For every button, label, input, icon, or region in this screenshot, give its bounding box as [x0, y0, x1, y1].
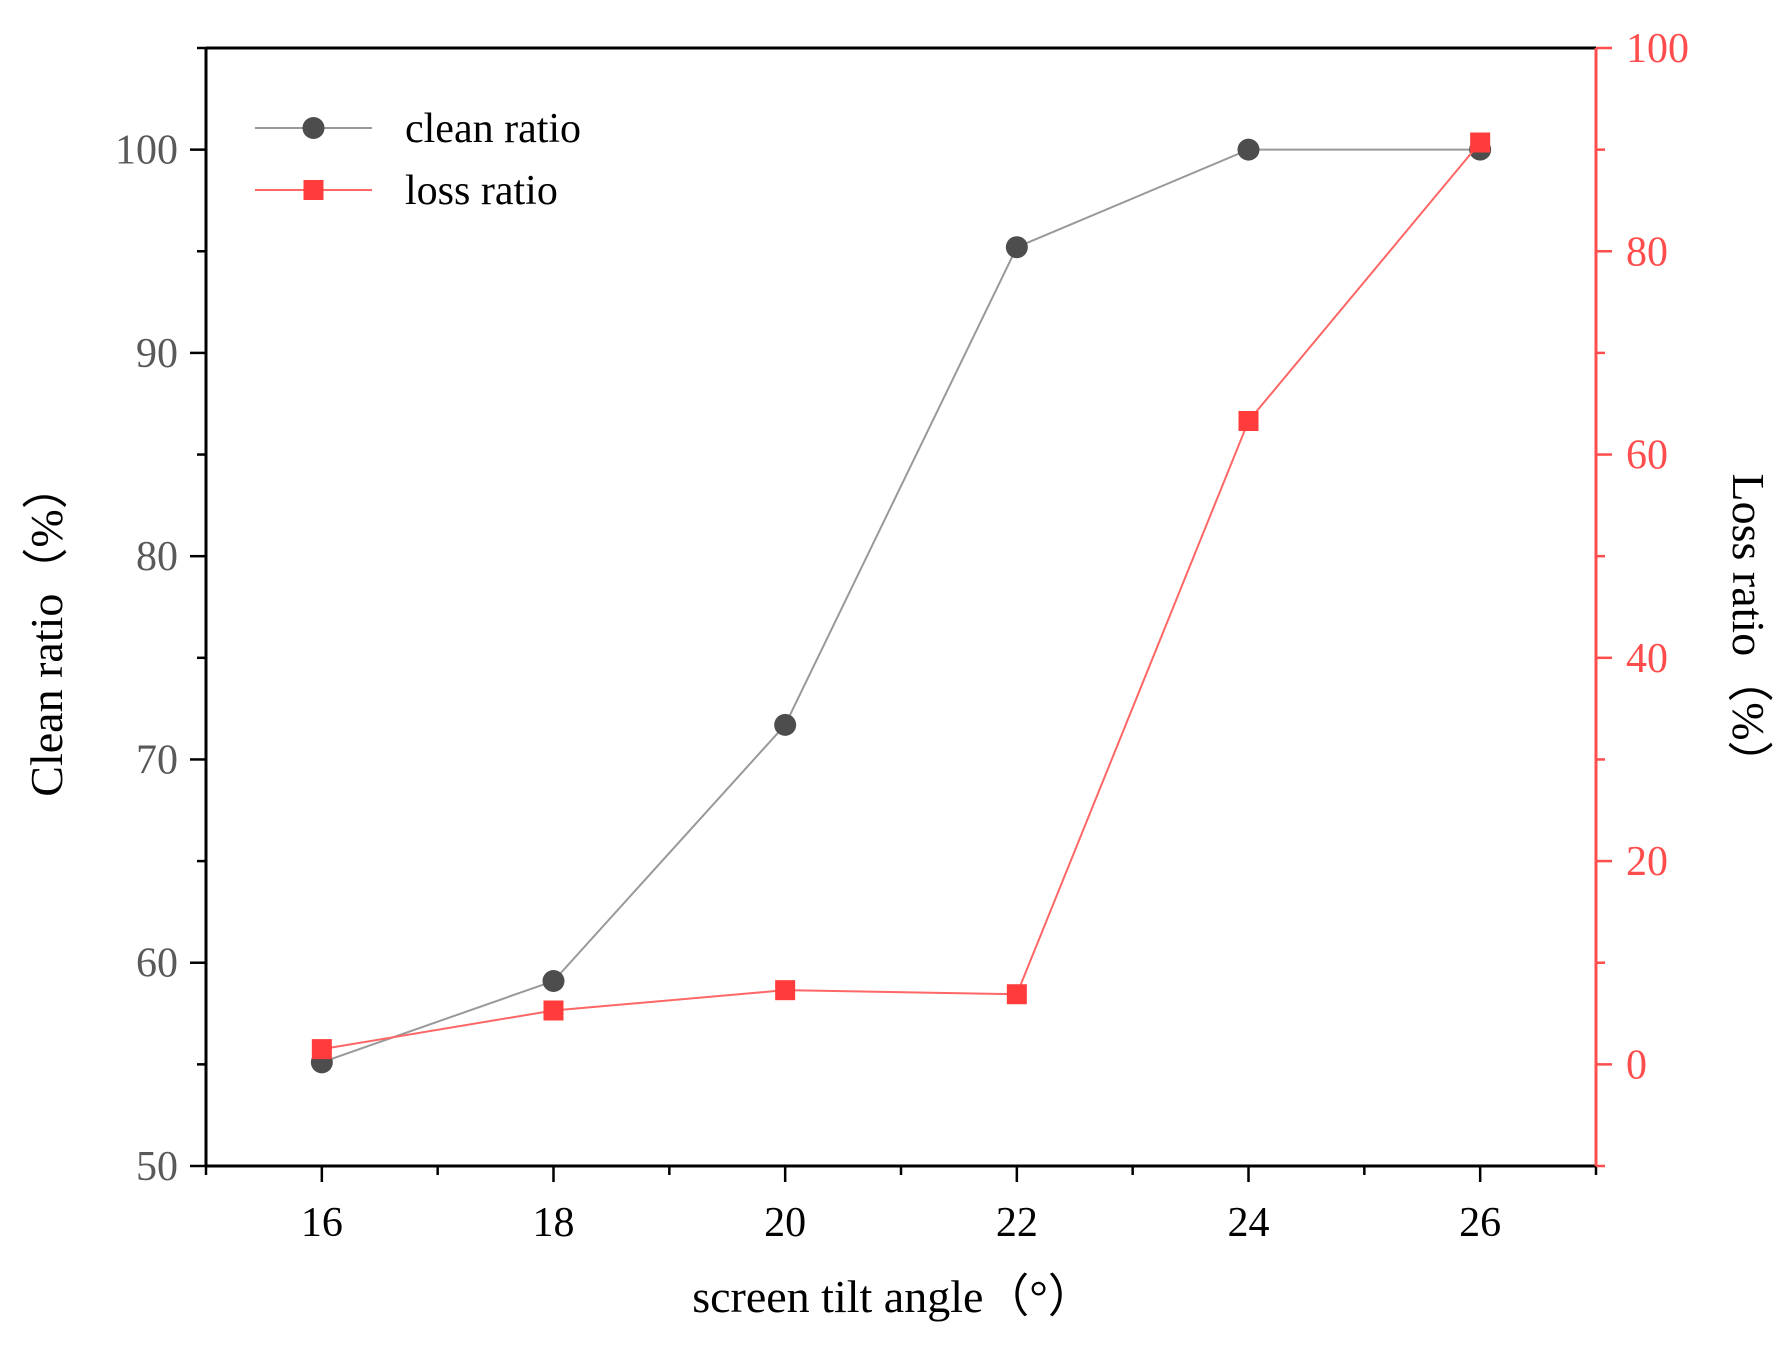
x-axis-title: screen tilt angle（°） [692, 1271, 1094, 1322]
x-tick-label: 20 [764, 1200, 806, 1246]
legend-loss-ratio-label: loss ratio [405, 168, 558, 214]
clean-ratio-point [1005, 236, 1028, 259]
clean-ratio-point [1237, 138, 1260, 161]
x-tick-label: 24 [1228, 1200, 1270, 1246]
left-y-tick-label: 90 [136, 331, 178, 377]
right-y-tick-label: 40 [1626, 636, 1668, 682]
axes-layer: 16 18 20 22 24 26 50 60 70 80 90 100 0 20 40 60 80 100 [115, 26, 1689, 1246]
right-y-tick-label: 60 [1626, 433, 1668, 479]
legend-clean-ratio-label: clean ratio [405, 106, 581, 152]
series-layer [310, 132, 1492, 1074]
loss-ratio-point [1006, 984, 1027, 1005]
clean-ratio-point [774, 713, 797, 736]
right-y-axis-title: Loss ratio（%） [1723, 473, 1774, 786]
loss-ratio-point [775, 980, 796, 1001]
right-y-tick-label: 0 [1626, 1042, 1647, 1088]
left-y-tick-label: 80 [136, 534, 178, 580]
loss-ratio-point [311, 1039, 332, 1060]
x-tick-label: 22 [996, 1200, 1038, 1246]
x-tick-label: 16 [301, 1200, 343, 1246]
x-tick-label: 18 [533, 1200, 575, 1246]
left-y-tick-label: 50 [136, 1144, 178, 1190]
clean-ratio-series-line [321, 148, 1481, 1064]
legend-clean-ratio-marker [302, 117, 325, 139]
legend-loss-ratio-marker [303, 180, 324, 200]
left-y-tick-label: 60 [136, 941, 178, 987]
loss-ratio-point [543, 1000, 564, 1021]
left-y-tick-label: 100 [115, 128, 178, 174]
legend: clean ratio loss ratio [255, 106, 581, 214]
right-y-tick-label: 80 [1626, 229, 1668, 275]
loss-ratio-series-line [321, 141, 1481, 1051]
loss-ratio-point [1238, 411, 1259, 432]
right-y-tick-label: 20 [1626, 839, 1668, 885]
left-y-tick-label: 70 [136, 737, 178, 783]
clean-ratio-point [542, 970, 565, 993]
left-y-axis-title: Clean ratio（%） [21, 463, 72, 796]
loss-ratio-point [1470, 132, 1491, 153]
right-y-tick-label: 100 [1626, 26, 1689, 72]
x-tick-label: 26 [1459, 1200, 1501, 1246]
